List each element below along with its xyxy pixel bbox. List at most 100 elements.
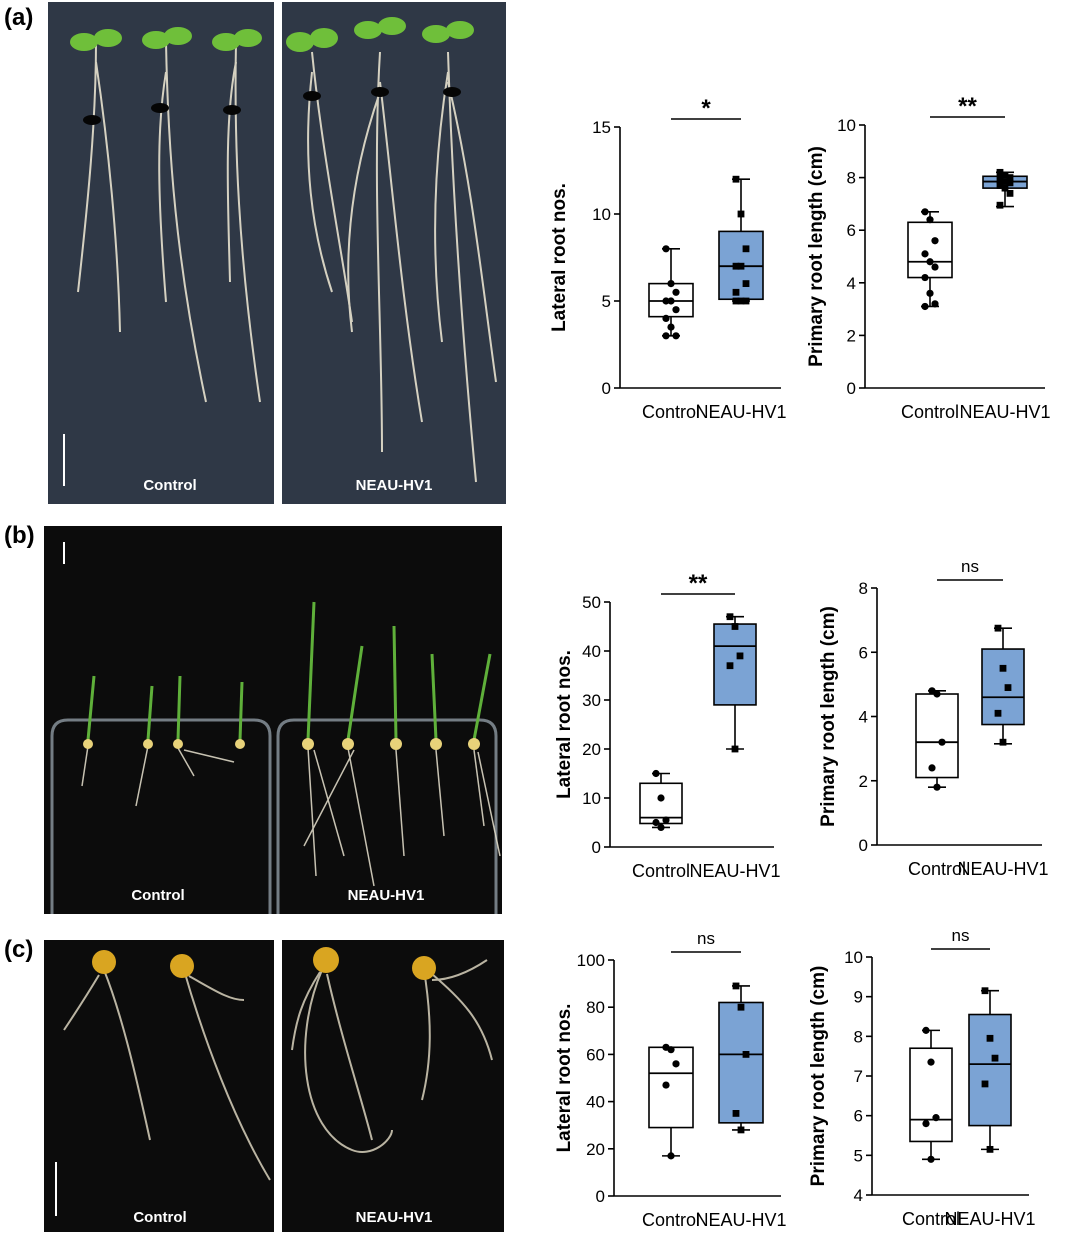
seedling-photo-c-treatment: NEAU-HV1 <box>282 940 504 1232</box>
y-tick-label: 5 <box>854 1146 863 1165</box>
data-point <box>938 738 946 746</box>
data-point <box>1001 178 1009 185</box>
data-point <box>726 662 734 670</box>
x-tick-label: NEAU-HV1 <box>695 402 786 422</box>
data-point <box>921 302 929 311</box>
data-point <box>931 237 939 245</box>
data-point <box>732 288 740 296</box>
chart-a-primary-root: 0 2 4 6 8 10 Primary root length (cm) Control NE… <box>806 85 1078 440</box>
y-tick-label: 4 <box>854 1186 863 1205</box>
y-tick-label: 5 <box>602 292 611 311</box>
data-point <box>996 182 1004 189</box>
data-point <box>996 201 1004 209</box>
data-point <box>921 250 929 258</box>
data-point <box>1004 684 1012 691</box>
data-point <box>731 745 739 753</box>
data-point <box>994 709 1002 717</box>
data-point <box>927 1058 935 1066</box>
y-tick-label: 20 <box>586 1140 605 1159</box>
photo-a-treatment: NEAU-HV1 <box>282 2 506 504</box>
boxplot-c-lateral-root: 0 20 40 60 80 100 Lateral root nos. ControlNEAU… <box>554 929 787 1230</box>
data-point <box>931 300 939 308</box>
data-point <box>672 1060 680 1068</box>
data-point <box>672 288 680 296</box>
data-point <box>732 982 740 990</box>
x-tick-label: NEAU-HV1 <box>957 859 1048 879</box>
seedling-photo-a-treatment: NEAU-HV1 <box>282 2 506 504</box>
x-tick-label: NEAU-HV1 <box>689 861 780 881</box>
data-point <box>652 818 660 827</box>
data-point <box>991 1054 999 1062</box>
x-tick-label: Control <box>632 861 690 881</box>
data-point <box>742 297 750 305</box>
y-axis-label: Lateral root nos. <box>554 1004 575 1153</box>
y-tick-label: 50 <box>582 593 601 612</box>
panel-letter-b: (b) <box>4 522 35 549</box>
box-treatment <box>718 1001 764 1124</box>
data-point <box>672 306 680 314</box>
data-point <box>662 332 670 340</box>
box-control <box>648 1046 694 1129</box>
data-point <box>652 769 660 778</box>
data-point <box>737 210 745 218</box>
data-point <box>737 297 745 305</box>
data-point <box>732 175 740 183</box>
significance-label: ** <box>689 570 708 597</box>
data-point <box>667 297 675 305</box>
photo-label-treatment: NEAU-HV1 <box>356 1209 433 1226</box>
y-tick-label: 10 <box>592 205 611 224</box>
boxplot-b-lateral-root: 0 10 20 30 40 50 Lateral root nos. Control NEAU-… <box>554 570 781 881</box>
photo-label-control: Control <box>133 1209 186 1226</box>
significance-label: ns <box>961 557 979 576</box>
data-point <box>926 289 934 297</box>
data-point <box>662 297 670 305</box>
data-point <box>927 1155 935 1163</box>
data-point <box>994 624 1002 632</box>
data-point <box>662 816 670 824</box>
data-point <box>926 258 934 266</box>
photo-c-control: Control <box>44 940 274 1232</box>
chart-c-primary-root: 4 5 6 7 8 9 10 Primary root length (cm) Control N… <box>808 925 1078 1240</box>
x-tick-label: NEAU-HV1 <box>959 402 1050 422</box>
y-tick-label: 8 <box>859 579 868 598</box>
seedling-photo-c-control: Control <box>44 940 274 1232</box>
data-point <box>933 690 941 698</box>
significance-label: * <box>701 95 711 122</box>
seedling-photo-a-control: Control <box>48 2 274 504</box>
data-point <box>657 794 665 802</box>
y-tick-label: 10 <box>837 116 856 135</box>
y-tick-label: 6 <box>859 643 868 662</box>
seedling-photo-b: Control NEAU-HV1 <box>44 526 502 914</box>
data-point <box>921 273 929 282</box>
y-tick-label: 4 <box>859 708 868 727</box>
y-tick-label: 10 <box>582 789 601 808</box>
data-point <box>742 280 750 287</box>
y-tick-label: 40 <box>582 642 601 661</box>
data-point <box>996 168 1004 176</box>
panel-letter-a: (a) <box>4 4 34 31</box>
data-point <box>742 1051 750 1058</box>
y-tick-label: 6 <box>847 221 856 240</box>
panel-letter-c: (c) <box>4 936 34 963</box>
photo-label-control: Control <box>131 887 184 904</box>
data-point <box>737 262 745 270</box>
boxplot-c-primary-root: 4 5 6 7 8 9 10 Primary root length (cm) ControlN… <box>808 926 1036 1229</box>
photo-c-treatment: NEAU-HV1 <box>282 940 504 1232</box>
data-point <box>657 823 665 831</box>
data-point <box>922 1026 930 1034</box>
data-point <box>999 738 1007 746</box>
y-axis-label: Primary root length (cm) <box>806 146 827 367</box>
data-point <box>986 1145 994 1153</box>
box-treatment <box>713 623 757 706</box>
data-point <box>732 1110 740 1117</box>
data-point <box>662 314 670 322</box>
y-tick-label: 6 <box>854 1107 863 1126</box>
y-axis-label: Lateral root nos. <box>554 650 575 799</box>
y-tick-label: 15 <box>592 118 611 137</box>
data-point <box>1001 171 1009 179</box>
y-tick-label: 20 <box>582 740 601 759</box>
significance-label: ns <box>697 929 715 948</box>
y-tick-label: 0 <box>592 838 601 857</box>
y-tick-label: 2 <box>859 772 868 791</box>
x-tick-label: Control <box>642 1210 700 1230</box>
